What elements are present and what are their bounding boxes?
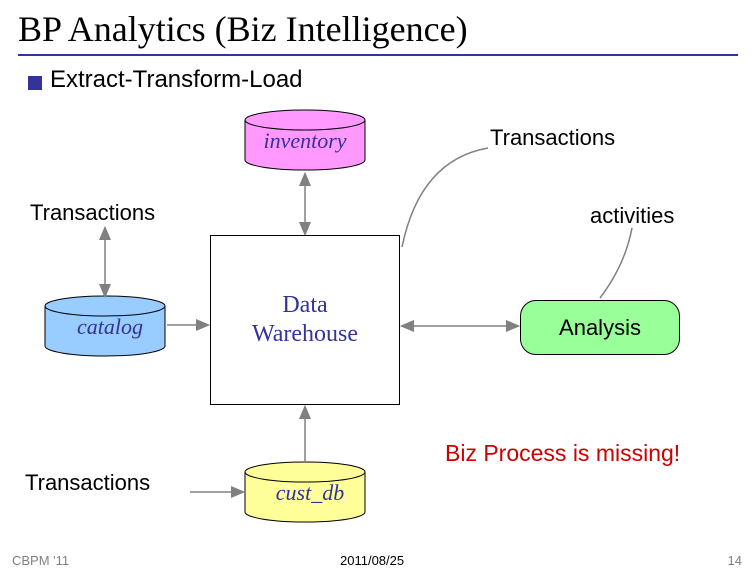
inventory-label: inventory — [260, 128, 350, 154]
catalog-label: catalog — [65, 314, 155, 340]
footer-right: 14 — [728, 553, 742, 568]
analysis-label: Analysis — [559, 315, 641, 341]
data-warehouse-box: Data Warehouse — [210, 235, 400, 405]
footer-left: CBPM '11 — [12, 553, 69, 568]
label-activities: activities — [590, 203, 674, 229]
callout-missing: Biz Process is missing! — [445, 440, 680, 467]
dw-label-bottom: Warehouse — [252, 321, 358, 347]
label-transactions-bl: Transactions — [25, 470, 150, 496]
label-transactions-tr: Transactions — [490, 125, 615, 151]
edge-activities-analysis — [600, 228, 632, 298]
edge-transtr-dw — [402, 148, 488, 247]
footer-mid: 2011/08/25 — [340, 553, 404, 568]
label-transactions-l: Transactions — [30, 200, 155, 226]
custdb-label: cust_db — [265, 480, 355, 506]
dw-label-top: Data — [282, 292, 327, 318]
analysis-box: Analysis — [520, 300, 680, 355]
